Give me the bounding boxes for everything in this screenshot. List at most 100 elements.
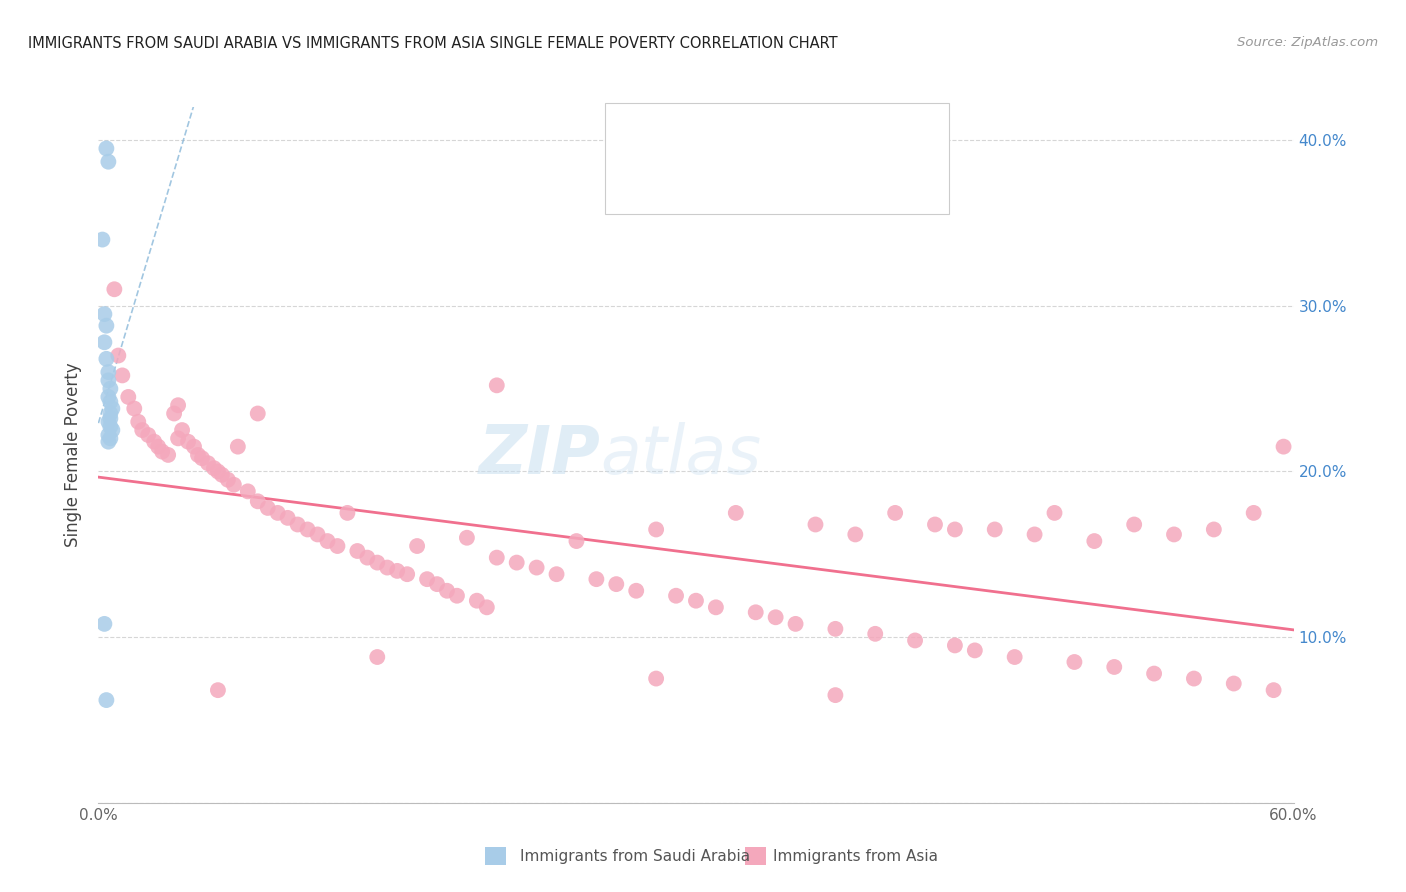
Point (217, 473, 239, 487)
Text: 0.074: 0.074 (695, 124, 745, 142)
Point (117, 390, 139, 404)
Text: 100: 100 (824, 175, 855, 193)
Point (1263, 683, 1285, 698)
Text: Immigrants from Asia: Immigrants from Asia (773, 849, 938, 863)
Point (98, 431, 122, 445)
Point (385, 564, 409, 578)
Text: ZIP: ZIP (478, 422, 600, 488)
Point (1004, 650, 1026, 665)
Point (297, 523, 319, 537)
Point (226, 440, 249, 454)
Point (307, 527, 329, 541)
Point (177, 434, 200, 449)
Point (167, 398, 190, 412)
Point (211, 467, 233, 482)
Point (665, 589, 688, 603)
Point (645, 523, 668, 537)
Point (124, 401, 146, 416)
Point (191, 451, 214, 466)
Point (1182, 672, 1205, 686)
Point (93, 307, 115, 321)
Point (785, 616, 807, 631)
Point (97, 390, 120, 404)
Point (98, 407, 122, 421)
Point (465, 593, 488, 607)
Point (97, 428, 120, 442)
Point (844, 527, 866, 541)
Point (150, 444, 173, 458)
Point (207, 465, 229, 479)
Point (984, 523, 1007, 537)
Text: Source: ZipAtlas.com: Source: ZipAtlas.com (1237, 36, 1378, 49)
Point (724, 506, 747, 520)
Point (565, 534, 588, 549)
Point (865, 627, 887, 641)
Point (546, 567, 568, 582)
Point (685, 593, 707, 607)
Text: R =: R = (654, 124, 703, 142)
Point (98, 382, 122, 396)
Point (183, 440, 205, 454)
Point (98, 395, 122, 409)
Point (704, 600, 727, 615)
Point (207, 683, 229, 698)
Point (765, 610, 787, 624)
Text: -0.528: -0.528 (695, 175, 755, 193)
Point (924, 517, 946, 532)
Point (172, 423, 194, 437)
Point (222, 477, 245, 491)
Point (346, 544, 368, 558)
Point (96, 141, 118, 155)
FancyBboxPatch shape (621, 120, 644, 145)
Point (101, 423, 124, 437)
Point (98, 419, 122, 434)
Point (1123, 517, 1146, 532)
Point (963, 643, 986, 657)
Point (187, 448, 209, 462)
Point (485, 550, 508, 565)
Point (93, 335, 115, 350)
Point (246, 407, 269, 421)
Point (167, 431, 190, 445)
Point (143, 434, 166, 449)
Text: N =: N = (783, 124, 823, 142)
Point (127, 415, 149, 429)
Point (745, 605, 768, 619)
Point (396, 567, 419, 582)
Point (416, 572, 439, 586)
Point (943, 639, 966, 653)
Text: 23: 23 (824, 124, 844, 142)
Point (111, 368, 134, 383)
Point (1143, 666, 1166, 681)
Point (97, 434, 120, 449)
Point (1202, 523, 1225, 537)
Point (1163, 527, 1185, 541)
Point (366, 556, 388, 570)
Point (626, 583, 648, 598)
Y-axis label: Single Female Poverty: Single Female Poverty (65, 363, 83, 547)
Point (97, 415, 120, 429)
Point (197, 456, 219, 470)
Text: Immigrants from Saudi Arabia: Immigrants from Saudi Arabia (520, 849, 751, 863)
Text: N =: N = (783, 175, 823, 193)
Point (107, 349, 129, 363)
Point (91, 233, 114, 247)
Point (98, 411, 122, 425)
Point (824, 688, 846, 702)
Point (336, 506, 359, 520)
Point (96, 693, 118, 707)
Point (157, 448, 180, 462)
Point (526, 560, 548, 574)
Point (366, 650, 388, 665)
Point (93, 616, 115, 631)
Point (426, 577, 449, 591)
Point (585, 572, 607, 586)
Point (246, 494, 269, 508)
Point (436, 583, 458, 598)
Point (287, 517, 309, 532)
FancyBboxPatch shape (485, 847, 506, 865)
Point (1063, 655, 1085, 669)
Point (148, 440, 170, 454)
Point (1223, 676, 1246, 690)
Point (904, 633, 927, 648)
